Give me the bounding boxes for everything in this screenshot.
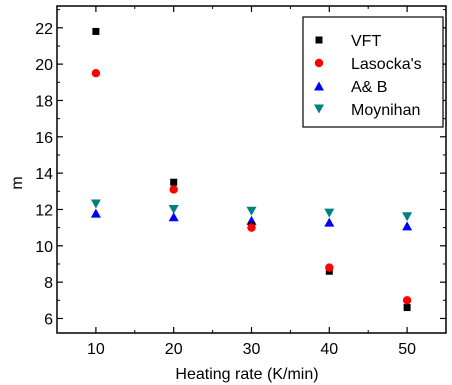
y-tick-label: 6 bbox=[44, 311, 53, 328]
y-tick-label: 8 bbox=[44, 275, 53, 292]
legend-label: Lasocka's bbox=[351, 56, 422, 73]
data-points bbox=[90, 27, 413, 312]
point-vft bbox=[92, 27, 100, 35]
y-tick-label: 18 bbox=[35, 93, 53, 110]
legend-marker bbox=[314, 58, 324, 68]
x-tick-label: 30 bbox=[243, 341, 261, 358]
x-axis-title: Heating rate (K/min) bbox=[175, 366, 318, 383]
x-tick-label: 50 bbox=[398, 341, 416, 358]
point-moynihan bbox=[324, 208, 335, 218]
point-lasocka-s bbox=[169, 185, 178, 194]
x-tick-label: 20 bbox=[165, 341, 183, 358]
legend-label: Moynihan bbox=[351, 102, 420, 119]
legend: VFT Lasocka's A& B Moynihan bbox=[302, 16, 444, 128]
legend-box bbox=[302, 16, 444, 128]
point-a-b bbox=[324, 217, 335, 227]
y-tick-label: 14 bbox=[35, 166, 53, 183]
point-lasocka-s bbox=[247, 223, 256, 232]
point-moynihan bbox=[168, 204, 179, 214]
x-tick-label: 10 bbox=[87, 341, 105, 358]
point-a-b bbox=[90, 208, 101, 218]
legend-marker bbox=[314, 104, 324, 114]
point-moynihan bbox=[402, 212, 413, 222]
point-lasocka-s bbox=[91, 69, 101, 78]
legend-marker bbox=[314, 81, 324, 91]
legend-label: VFT bbox=[351, 33, 381, 50]
y-tick-label: 20 bbox=[35, 57, 53, 74]
legend-marker bbox=[315, 36, 323, 44]
point-vft bbox=[403, 304, 411, 312]
point-lasocka-s bbox=[325, 263, 334, 272]
y-tick-label: 10 bbox=[35, 239, 53, 256]
x-tick-label: 40 bbox=[320, 341, 338, 358]
y-tick-label: 16 bbox=[35, 130, 53, 147]
point-lasocka-s bbox=[402, 296, 412, 305]
y-tick-label: 22 bbox=[35, 21, 53, 38]
point-moynihan bbox=[246, 206, 257, 216]
legend-label: A& B bbox=[351, 79, 387, 96]
point-vft bbox=[170, 178, 178, 186]
y-tick-label: 12 bbox=[35, 202, 53, 219]
point-a-b bbox=[168, 212, 179, 222]
point-a-b bbox=[402, 221, 413, 231]
y-axis-title: m bbox=[9, 176, 26, 189]
axes: 10 20 30 40 50 6 8 10 12 14 16 18 20 22 bbox=[35, 5, 447, 358]
point-moynihan bbox=[90, 199, 101, 209]
